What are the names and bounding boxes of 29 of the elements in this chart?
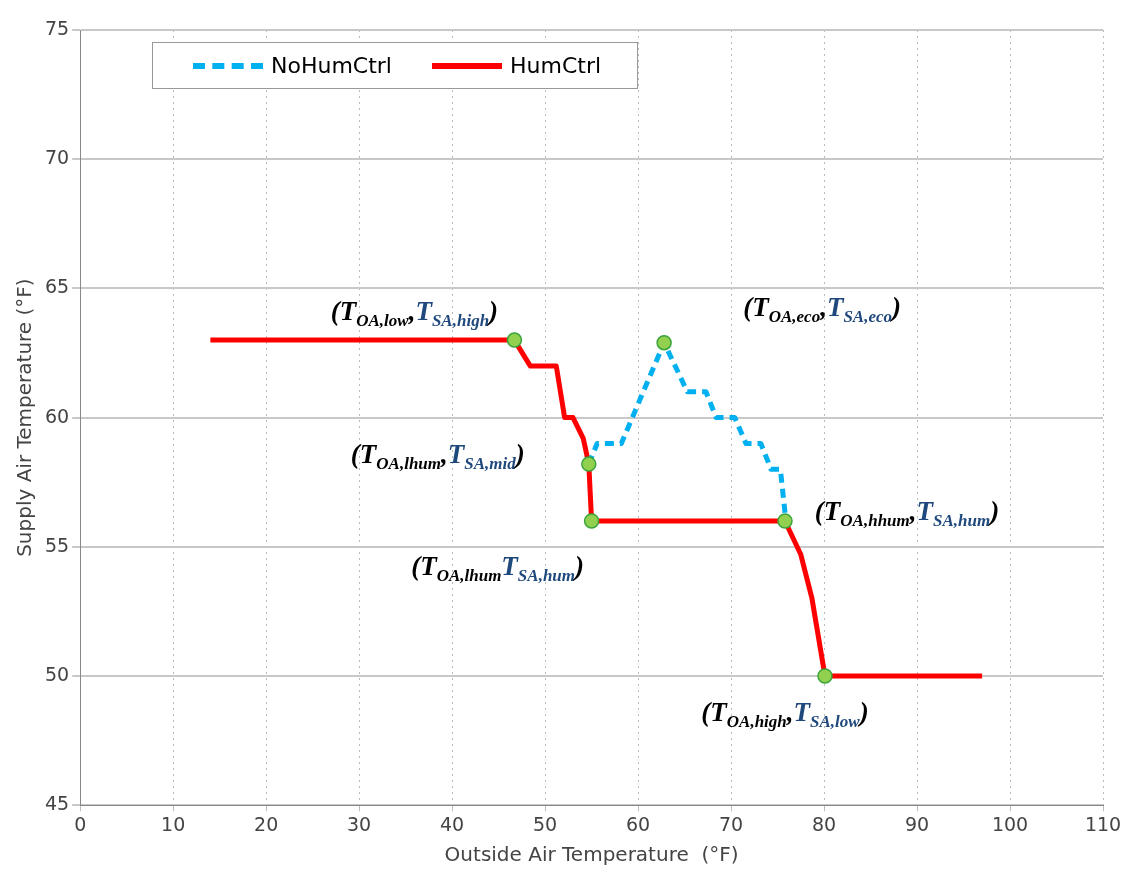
point (777, 513, 793, 529)
y-tick-label: 65 (44, 275, 70, 298)
point (817, 668, 833, 684)
x-tick-label: 0 (74, 812, 87, 835)
point (506, 332, 523, 348)
x-axis-title: Outside Air Temperature (°F) (444, 842, 739, 867)
x-tick-label: 60 (625, 812, 651, 835)
x-tick-label: 50 (533, 812, 558, 835)
x-tick-label: 70 (718, 812, 744, 835)
x-tick-label: 30 (347, 812, 372, 835)
legend-label: HumCtrl (509, 53, 602, 78)
y-tick-label: 70 (44, 146, 70, 169)
y-tick-label: 60 (44, 404, 70, 427)
x-tick-label: 100 (991, 812, 1029, 835)
point (583, 513, 600, 529)
x-tick-label: 40 (440, 812, 465, 835)
x-tick-label: 80 (811, 812, 837, 835)
x-tick-label: 90 (904, 812, 930, 835)
point (656, 334, 672, 351)
x-tick-label: 110 (1084, 812, 1122, 835)
x-tick-label: 10 (161, 812, 186, 835)
x-tick-label: 20 (254, 812, 279, 835)
point (581, 456, 597, 472)
y-tick-label: 75 (44, 16, 70, 39)
y-tick-label: 50 (44, 662, 70, 685)
y-tick-label: 45 (44, 792, 70, 815)
y-axis-title: Supply Air Temperature (°F) (12, 278, 37, 557)
legend-label: NoHumCtrl (271, 53, 392, 78)
y-tick-label: 55 (44, 533, 70, 556)
